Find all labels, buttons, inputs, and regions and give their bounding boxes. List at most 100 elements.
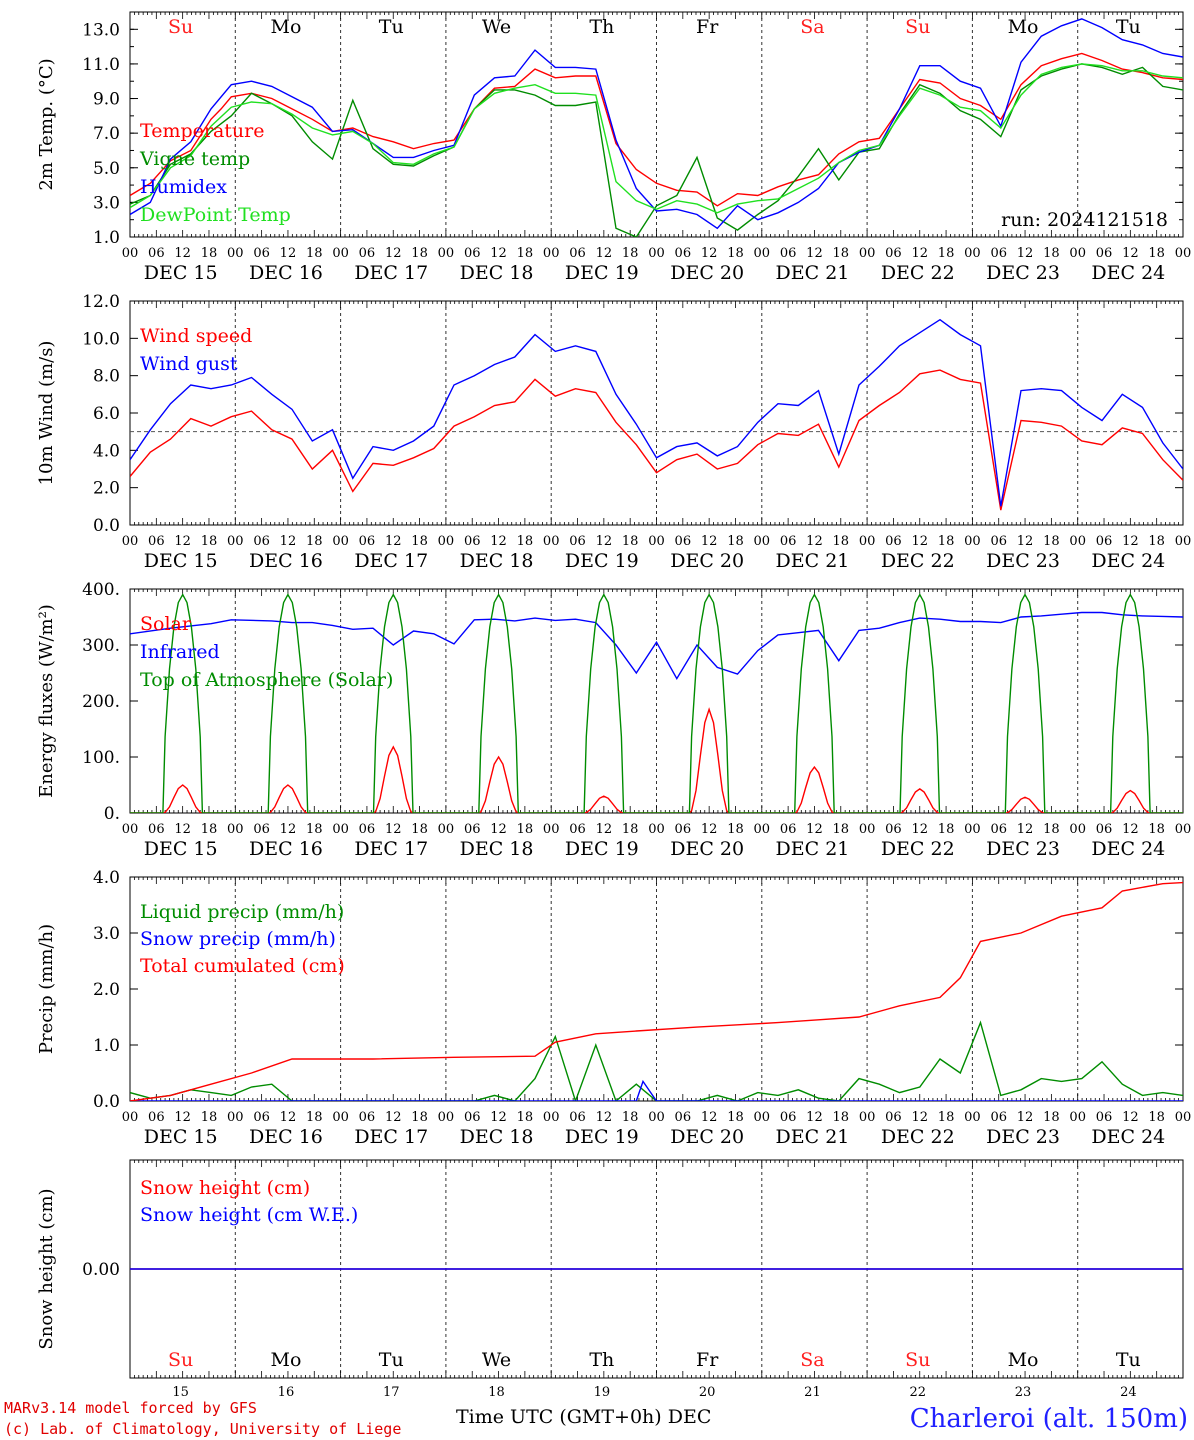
- y-tick-label: 3.0: [93, 193, 120, 213]
- hour-label: 00: [754, 1110, 771, 1125]
- hour-label: 06: [675, 246, 692, 261]
- hour-label: 00: [859, 1110, 876, 1125]
- hour-label: 12: [490, 1110, 507, 1125]
- x-ticks: [129, 1160, 1184, 1378]
- y-tick-label: 100.: [82, 748, 120, 768]
- hour-label: 12: [280, 1110, 297, 1125]
- hour-label: 12: [806, 822, 823, 837]
- hour-label: 00: [122, 822, 139, 837]
- panel-energy: 0. 100. 200. 300. 400. Energy fluxes (W/m²) So…: [36, 580, 1191, 860]
- legend-entry: Liquid precip (mm/h): [140, 901, 344, 923]
- hour-label: 00: [964, 246, 981, 261]
- hour-label: 18: [306, 246, 323, 261]
- hour-label: 12: [701, 246, 718, 261]
- day-label: DEC 15: [144, 1126, 218, 1148]
- hour-label: 06: [780, 246, 797, 261]
- legend-entry: Total cumulated (cm): [140, 955, 345, 977]
- legend-entry: Temperature: [140, 120, 264, 142]
- hour-label: 18: [411, 1110, 428, 1125]
- hour-label: 00: [1069, 1110, 1086, 1125]
- hour-label: 00: [438, 1110, 455, 1125]
- hour-label: 12: [806, 534, 823, 549]
- day-number: 21: [804, 1385, 821, 1400]
- day-label: DEC 24: [1091, 1126, 1165, 1148]
- hour-label: 18: [622, 1110, 639, 1125]
- y-tick-label: 4.0: [93, 441, 120, 461]
- hour-label: 06: [359, 1110, 376, 1125]
- legend-entry: Snow height (cm): [140, 1177, 310, 1199]
- panel-snow: 0.00 Snow height (cm) Snow height (cm) Snow…: [36, 1159, 1184, 1379]
- x-ticks: [129, 12, 1184, 237]
- series-line-total-cumulated-cm-: [130, 881, 1183, 1101]
- hour-label: 12: [174, 1110, 191, 1125]
- day-label: DEC 15: [144, 550, 218, 572]
- day-label: DEC 18: [460, 838, 534, 860]
- hour-label: 06: [148, 534, 165, 549]
- day-label: DEC 16: [249, 1126, 323, 1148]
- hour-label: 06: [464, 822, 481, 837]
- legend-entry: Vigne temp: [139, 148, 250, 170]
- hour-label: 12: [1122, 534, 1139, 549]
- hour-label: 18: [938, 534, 955, 549]
- weekday-label: Th: [589, 1349, 614, 1371]
- day-number: 18: [488, 1385, 505, 1400]
- day-label: DEC 15: [144, 262, 218, 284]
- day-label: DEC 20: [670, 1126, 744, 1148]
- day-label: DEC 20: [670, 550, 744, 572]
- day-label: DEC 15: [144, 838, 218, 860]
- day-label: DEC 24: [1091, 550, 1165, 572]
- hour-label: 00: [438, 822, 455, 837]
- legend-entry: Wind speed: [140, 325, 252, 347]
- x-ticks: [129, 301, 1184, 525]
- hour-label: 06: [253, 534, 270, 549]
- hour-label: 18: [833, 1110, 850, 1125]
- day-label: DEC 22: [881, 838, 955, 860]
- hour-label: 12: [1017, 534, 1034, 549]
- day-label: DEC 19: [565, 1126, 639, 1148]
- hour-label: 18: [622, 534, 639, 549]
- day-number: 15: [172, 1385, 189, 1400]
- hour-label: 12: [701, 822, 718, 837]
- hour-label: 12: [280, 534, 297, 549]
- day-label: DEC 23: [986, 838, 1060, 860]
- hour-label: 12: [596, 246, 613, 261]
- hour-label: 06: [359, 534, 376, 549]
- hour-label: 18: [411, 246, 428, 261]
- day-label: DEC 24: [1091, 838, 1165, 860]
- panel-precip: 0.0 1.0 2.0 3.0 4.0 Precip (mm/h) Liquid preci…: [36, 868, 1191, 1148]
- weekday-label: Mo: [270, 1349, 301, 1371]
- hour-label: 12: [174, 534, 191, 549]
- hour-label: 18: [411, 822, 428, 837]
- weekday-label: Tu: [1116, 16, 1141, 38]
- day-label: DEC 22: [881, 550, 955, 572]
- hour-label: 00: [332, 246, 349, 261]
- hour-label: 06: [780, 534, 797, 549]
- y-tick-label: 0.: [104, 804, 120, 824]
- y-tick-label: 13.0: [82, 20, 120, 40]
- hour-label: 18: [201, 246, 218, 261]
- hour-label: 06: [1096, 1110, 1113, 1125]
- weekday-label: Sa: [800, 16, 824, 38]
- day-number: 19: [594, 1385, 611, 1400]
- hour-label: 18: [727, 534, 744, 549]
- day-label: DEC 16: [249, 262, 323, 284]
- hour-label: 00: [859, 534, 876, 549]
- hour-label: 12: [385, 822, 402, 837]
- hour-label: 06: [675, 534, 692, 549]
- y-tick-label: 2.0: [93, 980, 120, 1000]
- weekday-label: Tu: [379, 16, 404, 38]
- y-axis-title: 2m Temp. (°C): [36, 58, 57, 190]
- hour-label: 12: [1017, 1110, 1034, 1125]
- hour-label: 18: [306, 822, 323, 837]
- hour-label: 06: [1096, 246, 1113, 261]
- hour-label: 00: [648, 822, 665, 837]
- day-label: DEC 23: [986, 1126, 1060, 1148]
- hour-label: 18: [201, 822, 218, 837]
- day-label: DEC 22: [881, 262, 955, 284]
- hour-label: 18: [517, 1110, 534, 1125]
- hour-label: 06: [148, 1110, 165, 1125]
- hour-label: 06: [885, 822, 902, 837]
- y-tick-label: 8.0: [93, 367, 120, 387]
- day-label: DEC 19: [565, 550, 639, 572]
